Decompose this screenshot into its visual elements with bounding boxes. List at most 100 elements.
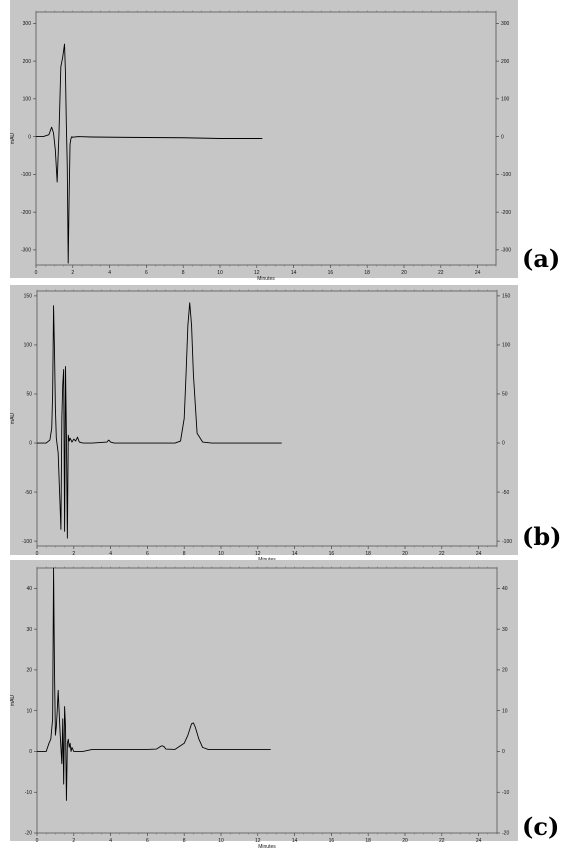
chart-panel-b: 0 2 4 6 8 10 12 14 16 18 20 22 24 Minutes 150 150 100 100… <box>0 285 563 560</box>
y-tick-label-right: 0 <box>501 134 504 140</box>
y-tick-label-left: -100 <box>21 172 31 178</box>
x-tick-label: 16 <box>328 270 334 276</box>
y-tick-label-left: 20 <box>26 668 32 674</box>
y-tick: -10 -10 <box>25 790 510 796</box>
chart-panel-c: 0 2 4 6 8 10 12 14 16 18 20 22 24 Minutes 40 40 30 30 20 20… <box>0 560 563 848</box>
y-tick: -50 -50 <box>25 490 510 496</box>
x-tick-label: 12 <box>254 270 260 276</box>
y-tick: 200 200 <box>23 59 510 65</box>
y-tick-label-left: 100 <box>24 343 33 349</box>
y-tick-label-right: 300 <box>501 21 510 27</box>
y-tick-label-left: 30 <box>26 627 32 633</box>
y-tick-label-right: -200 <box>501 210 511 216</box>
x-tick-label: 8 <box>183 838 186 844</box>
x-tick-label: 4 <box>108 270 111 276</box>
x-tick-label: 18 <box>365 838 371 844</box>
y-tick-label-right: -100 <box>502 539 512 545</box>
y-tick-label-left: 50 <box>26 392 32 398</box>
y-tick-label-left: -50 <box>25 490 32 496</box>
panel-label-c: (c) <box>522 812 560 841</box>
y-tick-label-left: 0 <box>29 441 32 447</box>
y-tick-label-right: 200 <box>501 59 510 65</box>
x-tick-label: 20 <box>401 270 407 276</box>
y-tick-label-left: -300 <box>21 248 31 254</box>
x-tick-label: 4 <box>109 551 112 557</box>
y-tick-label-left: 150 <box>24 294 33 300</box>
x-tick-label: 22 <box>439 551 445 557</box>
x-tick-label: 10 <box>218 551 224 557</box>
x-tick-label: 18 <box>365 551 371 557</box>
chart-panel-a: 0 2 4 6 8 10 12 14 16 18 20 22 24 Minutes 300 300 200 200… <box>0 0 563 285</box>
y-tick: -300 -300 <box>21 248 511 254</box>
panel-label-a: (a) <box>522 244 561 273</box>
y-tick-label-right: 30 <box>502 627 508 633</box>
y-tick-label-right: -100 <box>501 172 511 178</box>
x-tick-label: 20 <box>402 551 408 557</box>
y-tick-label-right: -300 <box>501 248 511 254</box>
x-tick-label: 0 <box>36 838 39 844</box>
y-tick: 10 10 <box>26 708 507 714</box>
x-tick-label: 6 <box>145 270 148 276</box>
y-tick-label-left: 200 <box>23 59 32 65</box>
plot-background <box>10 0 518 278</box>
y-axis-label: mAU <box>10 413 16 425</box>
y-tick-label-right: 0 <box>502 441 505 447</box>
x-tick-label: 8 <box>183 551 186 557</box>
x-tick-label: 0 <box>35 270 38 276</box>
x-tick-label: 10 <box>218 838 224 844</box>
plot-background <box>10 560 518 841</box>
y-tick-label-left: -200 <box>21 210 31 216</box>
y-tick: 50 50 <box>26 392 507 398</box>
x-axis-label: Minutes <box>257 276 275 282</box>
x-tick-label: 10 <box>217 270 223 276</box>
y-tick: 40 40 <box>26 586 507 592</box>
y-tick-label-left: -20 <box>25 831 32 837</box>
panel-label-b: (b) <box>522 522 562 551</box>
y-tick-label-left: 0 <box>29 749 32 755</box>
y-tick-label-right: -50 <box>502 490 509 496</box>
y-tick-label-left: -100 <box>22 539 32 545</box>
y-tick-label-left: 40 <box>26 586 32 592</box>
y-tick: -20 -20 <box>25 831 510 837</box>
y-tick: -200 -200 <box>21 210 511 216</box>
x-tick-label: 6 <box>146 551 149 557</box>
y-tick-label-right: 150 <box>502 294 511 300</box>
plot-background <box>10 285 518 555</box>
chromatogram-trace <box>37 567 271 801</box>
y-tick-label-right: -10 <box>502 790 509 796</box>
y-tick-label-right: 100 <box>502 343 511 349</box>
x-tick-label: 20 <box>402 838 408 844</box>
x-tick-label: 12 <box>255 551 261 557</box>
x-tick-label: 24 <box>475 270 481 276</box>
chromatogram-trace <box>37 302 282 539</box>
y-tick-label-right: 20 <box>502 668 508 674</box>
y-tick-label-left: 300 <box>23 21 32 27</box>
x-tick-label: 14 <box>292 838 298 844</box>
y-tick: 100 100 <box>23 97 510 103</box>
y-tick: -100 -100 <box>22 539 512 545</box>
x-tick-label: 16 <box>329 838 335 844</box>
y-axis-label: mAU <box>10 133 16 145</box>
chromatogram-trace <box>36 43 263 264</box>
y-tick: 20 20 <box>26 668 507 674</box>
x-tick-label: 16 <box>329 551 335 557</box>
x-tick-label: 14 <box>292 551 298 557</box>
x-tick-label: 24 <box>476 551 482 557</box>
x-tick-label: 6 <box>146 838 149 844</box>
x-tick-label: 4 <box>109 838 112 844</box>
y-tick-label-left: 10 <box>26 708 32 714</box>
y-tick-label-right: 50 <box>502 392 508 398</box>
x-tick-label: 0 <box>36 551 39 557</box>
y-tick: -100 -100 <box>21 172 511 178</box>
y-tick: 30 30 <box>26 627 507 633</box>
y-tick-label-right: 0 <box>502 749 505 755</box>
x-tick-label: 2 <box>72 551 75 557</box>
x-tick-label: 8 <box>182 270 185 276</box>
x-tick-label: 2 <box>71 270 74 276</box>
y-tick: 100 100 <box>24 343 511 349</box>
y-tick-label-left: 0 <box>28 134 31 140</box>
